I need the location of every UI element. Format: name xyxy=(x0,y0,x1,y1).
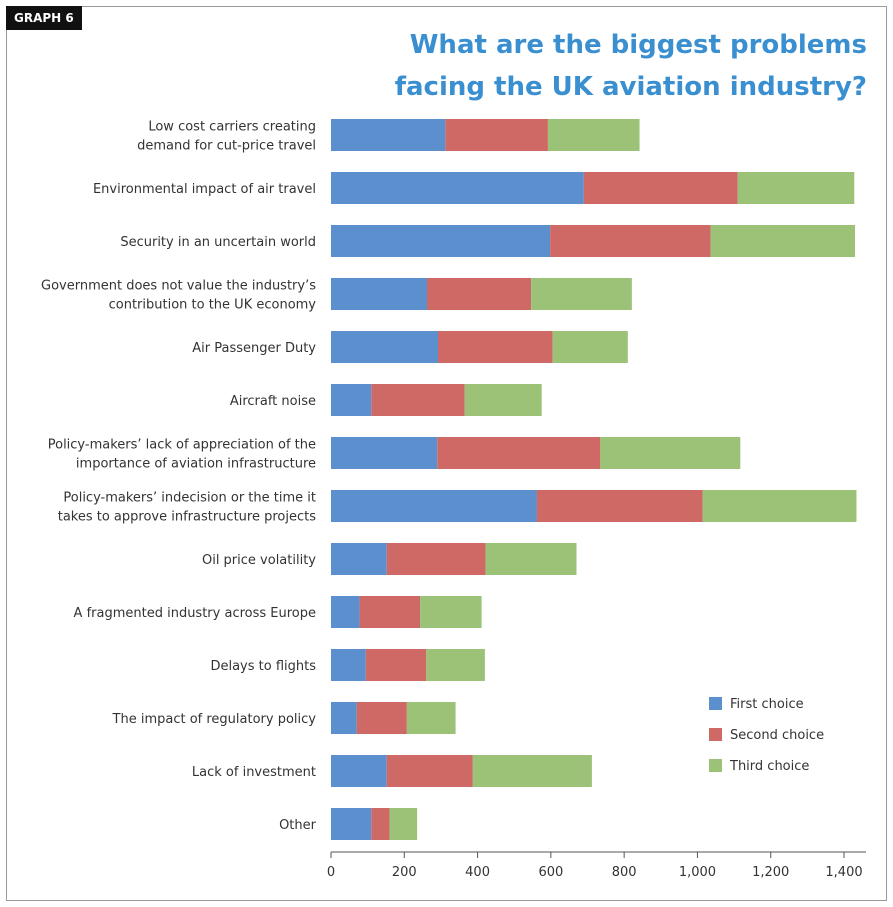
category-label: Lack of investment xyxy=(192,765,316,780)
x-tick-label: 1,200 xyxy=(752,865,789,880)
graph-number-tag: GRAPH 6 xyxy=(6,6,82,30)
bar-segment-3-row-7 xyxy=(600,437,741,469)
bar-segment-2-row-12 xyxy=(356,702,407,734)
category-label: Aircraft noise xyxy=(230,394,316,409)
bar-segment-3-row-5 xyxy=(552,331,628,363)
bar-segment-3-row-3 xyxy=(710,225,856,257)
bar-segment-2-row-5 xyxy=(438,331,553,363)
bar-segment-2-row-4 xyxy=(427,278,532,310)
category-label: Other xyxy=(279,818,317,833)
bar-segment-2-row-9 xyxy=(386,543,486,575)
category-label: Low cost carriers creating xyxy=(148,120,316,135)
bar-segment-2-row-3 xyxy=(550,225,711,257)
bar-segment-3-row-2 xyxy=(737,172,855,204)
chart-title: What are the biggest problems facing the… xyxy=(395,24,867,108)
x-tick-label: 800 xyxy=(612,865,637,880)
bar-segment-3-row-12 xyxy=(406,702,456,734)
legend-label-3: Third choice xyxy=(729,759,809,774)
bar-segment-1-row-14 xyxy=(331,808,372,840)
legend-swatch-2 xyxy=(709,728,722,741)
bar-segment-2-row-10 xyxy=(359,596,421,628)
bar-layer xyxy=(331,119,857,840)
bar-segment-1-row-6 xyxy=(331,384,372,416)
bar-segment-3-row-8 xyxy=(702,490,857,522)
bar-segment-2-row-13 xyxy=(386,755,473,787)
legend-label-1: First choice xyxy=(730,697,804,712)
bar-segment-1-row-9 xyxy=(331,543,387,575)
chart-title-line-1: What are the biggest problems xyxy=(409,30,867,60)
category-label: demand for cut-price travel xyxy=(137,139,316,154)
bar-segment-1-row-12 xyxy=(331,702,357,734)
bar-segment-3-row-11 xyxy=(426,649,485,681)
category-label: Policy-makers’ lack of appreciation of t… xyxy=(48,438,316,453)
x-axis: 0 200 400 600 800 1,000 1,200 1,400 xyxy=(327,851,866,880)
bar-segment-1-row-10 xyxy=(331,596,360,628)
category-label: Security in an uncertain world xyxy=(120,235,316,250)
bar-segment-3-row-14 xyxy=(389,808,418,840)
bar-segment-1-row-8 xyxy=(331,490,537,522)
category-label: Oil price volatility xyxy=(202,553,316,568)
category-label: Government does not value the industry’s xyxy=(41,279,316,294)
category-label: Delays to flights xyxy=(210,659,316,674)
category-label: Environmental impact of air travel xyxy=(93,182,316,197)
bar-segment-1-row-3 xyxy=(331,225,551,257)
bar-segment-2-row-7 xyxy=(437,437,601,469)
bar-segment-1-row-13 xyxy=(331,755,387,787)
x-tick-label: 1,000 xyxy=(679,865,716,880)
bar-segment-2-row-6 xyxy=(371,384,465,416)
bar-segment-2-row-8 xyxy=(536,490,703,522)
legend-label-2: Second choice xyxy=(730,728,824,743)
bar-segment-3-row-6 xyxy=(464,384,542,416)
bar-segment-3-row-1 xyxy=(547,119,640,151)
category-label: The impact of regulatory policy xyxy=(112,712,317,727)
bar-segment-2-row-11 xyxy=(365,649,427,681)
bar-segment-1-row-1 xyxy=(331,119,446,151)
bar-segment-2-row-14 xyxy=(371,808,390,840)
x-tick-label: 400 xyxy=(465,865,490,880)
category-label: contribution to the UK economy xyxy=(109,298,317,313)
bar-segment-1-row-11 xyxy=(331,649,366,681)
x-tick-label: 600 xyxy=(538,865,563,880)
legend: First choice Second choice Third choice xyxy=(709,697,824,774)
x-tick-label: 200 xyxy=(392,865,417,880)
x-tick-label: 0 xyxy=(327,865,335,880)
category-label: importance of aviation infrastructure xyxy=(76,457,316,472)
category-label: Policy-makers’ indecision or the time it xyxy=(63,491,316,506)
category-labels: Low cost carriers creating demand for cut… xyxy=(41,120,317,834)
bar-segment-3-row-4 xyxy=(531,278,632,310)
category-label: A fragmented industry across Europe xyxy=(74,606,316,621)
legend-swatch-3 xyxy=(709,759,722,772)
x-tick-label: 1,400 xyxy=(825,865,862,880)
bar-segment-2-row-2 xyxy=(583,172,738,204)
chart-frame xyxy=(6,6,887,901)
bar-segment-3-row-9 xyxy=(485,543,577,575)
bar-segment-3-row-13 xyxy=(472,755,592,787)
legend-swatch-1 xyxy=(709,697,722,710)
bar-segment-1-row-5 xyxy=(331,331,438,363)
bar-segment-1-row-2 xyxy=(331,172,584,204)
bar-segment-2-row-1 xyxy=(445,119,548,151)
bar-segment-1-row-7 xyxy=(331,437,438,469)
bar-segment-1-row-4 xyxy=(331,278,428,310)
chart-title-line-2: facing the UK aviation industry? xyxy=(394,72,867,102)
category-label: Air Passenger Duty xyxy=(192,341,316,356)
bar-segment-3-row-10 xyxy=(420,596,482,628)
category-label: takes to approve infrastructure projects xyxy=(58,510,317,525)
